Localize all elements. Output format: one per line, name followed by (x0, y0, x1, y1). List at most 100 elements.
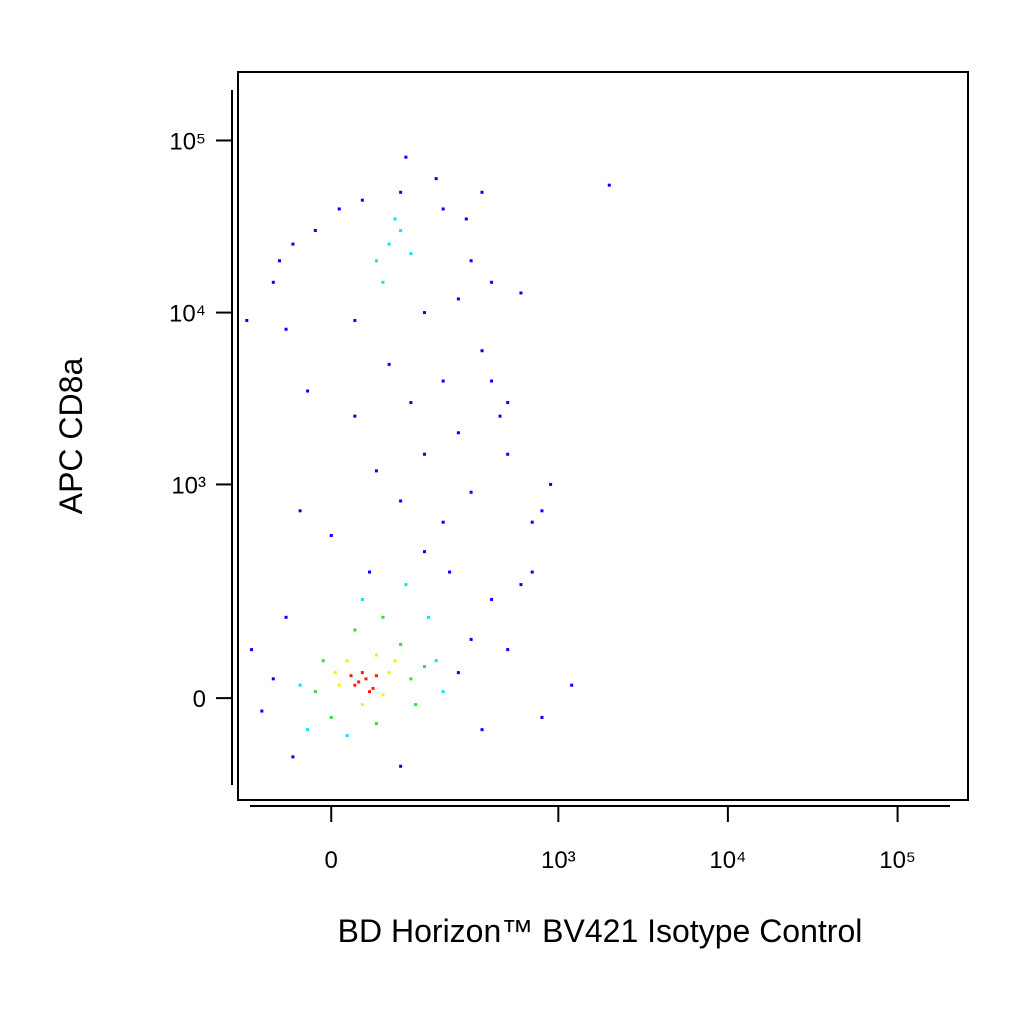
data-point (345, 659, 349, 663)
data-point (381, 615, 385, 619)
x-tick-label: 10⁴ (709, 847, 746, 874)
data-point (530, 520, 534, 524)
data-point (360, 703, 364, 707)
data-point (456, 431, 460, 435)
data-point (490, 379, 494, 383)
data-point (607, 183, 611, 187)
data-point (404, 583, 408, 587)
y-tick-label: 10⁵ (169, 128, 206, 155)
data-point (434, 659, 438, 663)
data-point (490, 280, 494, 284)
data-point (360, 671, 364, 675)
data-point (291, 242, 295, 246)
data-point (306, 728, 310, 732)
data-point (549, 482, 553, 486)
data-point (321, 659, 325, 663)
data-point (399, 764, 403, 768)
x-tick-label: 10⁵ (879, 847, 916, 874)
data-point (374, 653, 378, 657)
data-point (448, 570, 452, 574)
data-point (360, 198, 364, 202)
x-tick-label: 0 (325, 847, 338, 874)
data-point (337, 683, 341, 687)
data-point (441, 207, 445, 211)
data-point (284, 615, 288, 619)
x-axis-label: BD Horizon™ BV421 Isotype Control (338, 913, 863, 949)
data-point (374, 469, 378, 473)
y-tick-label: 10⁴ (169, 301, 206, 328)
data-point (374, 674, 378, 678)
data-point (345, 734, 349, 738)
data-point (333, 671, 337, 675)
data-point (570, 683, 574, 687)
data-point (519, 583, 523, 587)
data-point (353, 683, 357, 687)
data-point (399, 228, 403, 232)
data-point (371, 686, 375, 690)
data-point (368, 570, 372, 574)
data-point (404, 155, 408, 159)
x-tick-label: 10³ (541, 847, 576, 874)
data-point (480, 728, 484, 732)
data-point (271, 280, 275, 284)
data-point (540, 715, 544, 719)
data-point (469, 637, 473, 641)
data-point (422, 665, 426, 669)
data-point (360, 597, 364, 601)
data-point (469, 490, 473, 494)
data-point (284, 327, 288, 331)
data-point (393, 217, 397, 221)
data-point (519, 291, 523, 295)
data-point (298, 509, 302, 513)
data-point (374, 259, 378, 263)
data-point (329, 534, 333, 538)
data-point (441, 379, 445, 383)
data-point (506, 401, 510, 405)
data-point (506, 452, 510, 456)
data-point (337, 207, 341, 211)
data-point (387, 671, 391, 675)
data-point (387, 242, 391, 246)
data-point (291, 755, 295, 759)
data-point (399, 499, 403, 503)
data-point (399, 642, 403, 646)
data-point (368, 690, 372, 694)
data-point (381, 280, 385, 284)
data-point (353, 318, 357, 322)
data-point (381, 693, 385, 697)
data-point (393, 659, 397, 663)
data-point (271, 677, 275, 681)
data-point (456, 297, 460, 301)
data-point (456, 671, 460, 675)
y-tick-label: 10³ (171, 472, 206, 499)
data-point (298, 683, 302, 687)
data-point (306, 389, 310, 393)
data-point (387, 362, 391, 366)
data-point (409, 252, 413, 256)
data-point (349, 674, 353, 678)
data-point (374, 722, 378, 726)
data-point (506, 648, 510, 652)
data-point (422, 311, 426, 315)
data-point (480, 190, 484, 194)
data-point (329, 715, 333, 719)
data-point (490, 597, 494, 601)
data-point (278, 259, 282, 263)
data-point (464, 217, 468, 221)
data-point (409, 401, 413, 405)
data-point (353, 628, 357, 632)
data-point (245, 318, 249, 322)
data-point (260, 709, 264, 713)
data-point (364, 677, 368, 681)
data-point (434, 177, 438, 181)
data-point (357, 680, 361, 684)
data-point (422, 550, 426, 554)
y-axis-label: APC CD8a (53, 358, 89, 515)
data-point (441, 690, 445, 694)
plot-frame (237, 71, 969, 801)
data-point (469, 259, 473, 263)
data-point (414, 703, 418, 707)
data-point (498, 414, 502, 418)
data-point (422, 452, 426, 456)
